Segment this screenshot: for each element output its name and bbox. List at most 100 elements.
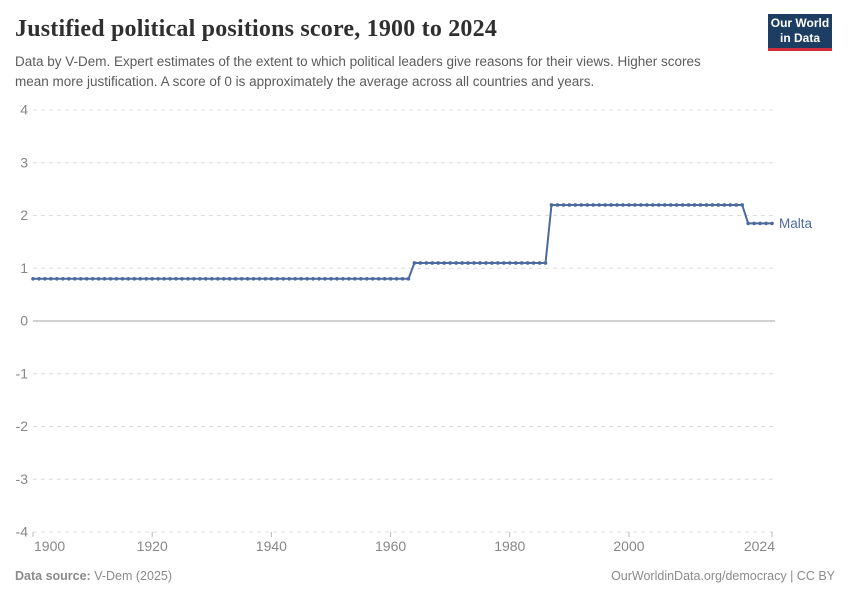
data-point[interactable] [412, 261, 417, 265]
data-point[interactable] [442, 261, 447, 265]
data-point[interactable] [484, 261, 488, 265]
data-point[interactable] [609, 203, 613, 207]
data-point[interactable] [561, 203, 566, 207]
data-point[interactable] [555, 203, 560, 207]
data-point[interactable] [66, 277, 71, 281]
data-point[interactable] [388, 277, 393, 281]
data-point[interactable] [460, 261, 464, 265]
data-point[interactable] [138, 277, 143, 281]
data-point[interactable] [257, 277, 262, 281]
data-point[interactable] [192, 277, 196, 281]
data-point[interactable] [162, 277, 166, 281]
data-point[interactable] [376, 277, 381, 281]
data-point[interactable] [198, 277, 202, 281]
data-point[interactable] [686, 203, 691, 207]
data-point[interactable] [96, 277, 101, 281]
data-point[interactable] [394, 277, 399, 281]
data-point[interactable] [251, 277, 256, 281]
series-line-malta[interactable] [32, 203, 773, 280]
data-point[interactable] [424, 261, 429, 265]
data-point[interactable] [525, 261, 530, 265]
data-point[interactable] [341, 277, 345, 281]
data-point[interactable] [591, 203, 596, 207]
data-point[interactable] [204, 277, 208, 281]
data-point[interactable] [722, 203, 727, 207]
data-point[interactable] [335, 277, 339, 281]
data-point[interactable] [764, 221, 768, 226]
data-point[interactable] [537, 261, 542, 265]
data-point[interactable] [579, 203, 584, 207]
data-point[interactable] [102, 277, 107, 281]
data-point[interactable] [728, 203, 733, 207]
data-point[interactable] [662, 203, 667, 207]
data-point[interactable] [347, 277, 351, 281]
data-point[interactable] [239, 277, 244, 281]
data-point[interactable] [519, 261, 524, 265]
series-label-malta[interactable]: Malta [779, 216, 813, 231]
data-point[interactable] [90, 277, 95, 281]
data-point[interactable] [770, 221, 774, 226]
data-point[interactable] [674, 203, 679, 207]
data-point[interactable] [692, 203, 697, 207]
data-point[interactable] [37, 277, 41, 281]
data-point[interactable] [531, 261, 536, 265]
data-point[interactable] [448, 261, 452, 265]
data-point[interactable] [227, 277, 232, 281]
data-point[interactable] [454, 261, 458, 265]
data-point[interactable] [704, 203, 709, 207]
data-point[interactable] [233, 277, 238, 281]
data-point[interactable] [31, 277, 35, 281]
data-point[interactable] [84, 277, 89, 281]
data-point[interactable] [43, 277, 47, 281]
data-point[interactable] [323, 277, 327, 281]
data-point[interactable] [478, 261, 482, 265]
data-point[interactable] [364, 277, 369, 281]
data-point[interactable] [287, 277, 292, 281]
data-point[interactable] [293, 277, 298, 281]
data-point[interactable] [221, 277, 226, 281]
data-point[interactable] [382, 277, 387, 281]
data-point[interactable] [746, 221, 750, 226]
data-point[interactable] [245, 277, 250, 281]
data-point[interactable] [740, 203, 744, 207]
data-point[interactable] [639, 203, 643, 207]
data-point[interactable] [698, 203, 703, 207]
data-point[interactable] [621, 203, 625, 207]
data-point[interactable] [496, 261, 500, 265]
data-point[interactable] [353, 277, 357, 281]
data-point[interactable] [615, 203, 619, 207]
data-point[interactable] [597, 203, 601, 207]
data-point[interactable] [120, 277, 125, 281]
data-point[interactable] [281, 277, 286, 281]
data-point[interactable] [651, 203, 655, 207]
data-point[interactable] [114, 277, 119, 281]
data-point[interactable] [680, 203, 685, 207]
data-point[interactable] [180, 277, 184, 281]
owid-url-license-link[interactable]: OurWorldinData.org/democracy | CC BY [611, 569, 835, 583]
data-point[interactable] [502, 261, 506, 265]
data-point[interactable] [627, 203, 631, 207]
data-point[interactable] [311, 277, 315, 281]
data-point[interactable] [215, 277, 220, 281]
data-point[interactable] [543, 261, 548, 265]
data-point[interactable] [358, 277, 363, 281]
data-point[interactable] [61, 277, 65, 281]
data-point[interactable] [55, 277, 59, 281]
data-point[interactable] [573, 203, 578, 207]
data-point[interactable] [430, 261, 435, 265]
data-point[interactable] [78, 277, 83, 281]
data-point[interactable] [263, 277, 268, 281]
data-point[interactable] [603, 203, 607, 207]
data-point[interactable] [168, 277, 172, 281]
data-point[interactable] [305, 277, 309, 281]
data-point[interactable] [49, 277, 53, 281]
data-point[interactable] [656, 203, 661, 207]
data-point[interactable] [370, 277, 375, 281]
data-point[interactable] [275, 277, 280, 281]
data-point[interactable] [716, 203, 721, 207]
data-point[interactable] [400, 277, 405, 281]
data-point[interactable] [710, 203, 715, 207]
data-point[interactable] [72, 277, 77, 281]
data-point[interactable] [299, 277, 303, 281]
data-point[interactable] [668, 203, 673, 207]
